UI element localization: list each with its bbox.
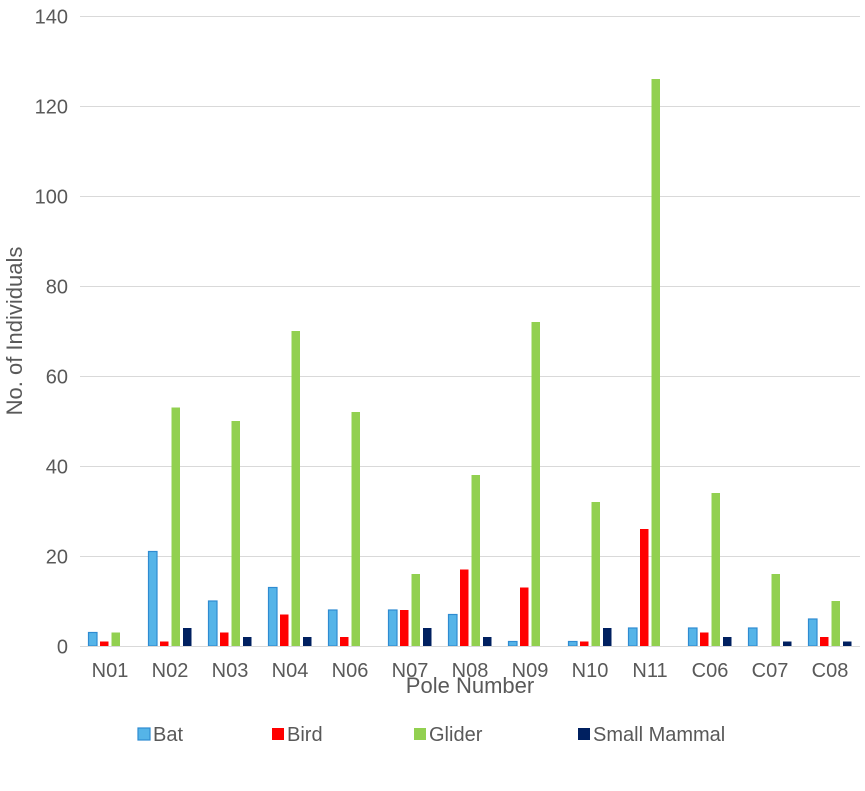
bar-glider-n08	[471, 475, 480, 646]
bar-bat-n08	[447, 613, 458, 647]
x-tick-label: C06	[692, 660, 729, 682]
bar-bird-n03	[220, 632, 229, 646]
bar-bat-n04	[267, 586, 278, 647]
bar-bat-n07	[387, 609, 398, 647]
bar-small-mammal-n08	[483, 637, 492, 646]
x-tick-label: N09	[512, 660, 549, 682]
legend-label-small-mammal: Small Mammal	[593, 724, 725, 746]
bar-bird-n11	[640, 529, 649, 646]
x-tick-label: N03	[212, 660, 249, 682]
bar-glider-n03	[231, 421, 240, 646]
x-tick-label: N01	[92, 660, 129, 682]
bar-bat-n10	[567, 640, 578, 647]
bar-bird-n10	[580, 641, 589, 646]
legend-swatch-bat	[137, 727, 151, 741]
bar-glider-c06	[711, 493, 720, 646]
y-tick-label: 0	[57, 637, 68, 659]
y-axis-ticks: 0 20 40 60 80 100 120 140	[35, 7, 68, 659]
bar-bird-n08	[460, 569, 469, 646]
legend-label-glider: Glider	[429, 724, 483, 746]
y-tick-label: 80	[46, 277, 68, 299]
legend-swatch-bird	[272, 728, 284, 740]
bar-bird-n09	[520, 587, 529, 646]
x-tick-label: N11	[632, 660, 667, 682]
x-tick-label: N10	[572, 660, 609, 682]
x-tick-label: N02	[152, 660, 189, 682]
bar-glider-c07	[771, 574, 780, 646]
bar-bat-n11	[627, 627, 638, 647]
bar-bird-n06	[340, 637, 349, 646]
y-tick-label: 60	[46, 367, 68, 389]
bar-small-mammal-n03	[243, 637, 252, 646]
bar-glider-n04	[291, 331, 300, 646]
bar-glider-n06	[351, 412, 360, 646]
x-tick-label: N04	[272, 660, 309, 682]
bar-small-mammal-c07	[783, 641, 792, 646]
legend-swatch-small-mammal	[578, 728, 590, 740]
y-tick-label: 120	[35, 97, 68, 119]
bar-bat-n01	[87, 631, 98, 647]
bar-bird-c06	[700, 632, 709, 646]
bar-bat-c06	[687, 627, 698, 647]
bar-bird-n01	[100, 641, 109, 646]
bar-bat-n09	[507, 640, 518, 647]
bar-glider-n01	[111, 632, 120, 646]
bar-bat-n03	[207, 600, 218, 647]
bar-small-mammal-c06	[723, 637, 732, 646]
x-tick-label: C07	[752, 660, 789, 682]
bar-bat-n02	[147, 550, 158, 647]
x-tick-label: N07	[392, 660, 429, 682]
bar-glider-n02	[171, 407, 180, 646]
bar-glider-n09	[531, 322, 540, 646]
bar-bird-c08	[820, 637, 829, 646]
bar-small-mammal-n07	[423, 628, 432, 646]
y-tick-label: 40	[46, 457, 68, 479]
x-tick-label: C08	[812, 660, 849, 682]
bar-glider-c08	[831, 601, 840, 646]
y-tick-label: 20	[46, 547, 68, 569]
x-tick-label: N06	[332, 660, 369, 682]
y-tick-label: 140	[35, 7, 68, 29]
bar-small-mammal-n10	[603, 628, 612, 646]
legend: Bat Bird Glider Small Mammal	[137, 724, 725, 746]
gridlines	[80, 16, 860, 557]
bar-bird-n02	[160, 641, 169, 646]
legend-label-bat: Bat	[153, 724, 183, 746]
bar-bat-n06	[327, 609, 338, 647]
bar-small-mammal-n04	[303, 637, 312, 646]
bar-glider-n10	[591, 502, 600, 646]
bar-small-mammal-n02	[183, 628, 192, 646]
bar-glider-n11	[651, 79, 660, 646]
x-axis-ticks: N01 N02 N03 N04 N06 N07 N08 N09 N10 N11 C06 C07 C08	[92, 660, 849, 682]
bars	[87, 79, 852, 647]
y-axis-title: No. of Individuals	[2, 247, 27, 416]
x-tick-label: N08	[452, 660, 489, 682]
x-axis-title: Pole Number	[406, 673, 534, 698]
bar-bird-n04	[280, 614, 289, 646]
bar-bat-c08	[807, 618, 818, 647]
legend-label-bird: Bird	[287, 724, 323, 746]
bar-glider-n07	[411, 574, 420, 646]
bar-bird-n07	[400, 610, 409, 646]
bar-bat-c07	[747, 627, 758, 647]
bar-small-mammal-c08	[843, 641, 852, 646]
legend-swatch-glider	[414, 728, 426, 740]
y-tick-label: 100	[35, 187, 68, 209]
